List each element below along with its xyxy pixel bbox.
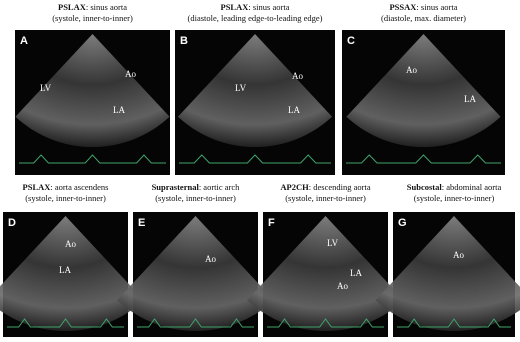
panel-title: Suprasternal: aortic arch xyxy=(152,182,241,192)
panel-letter: F xyxy=(268,217,275,229)
title-bold: Suprasternal xyxy=(152,182,200,192)
title-rest: : aorta ascendens xyxy=(50,182,108,192)
panel-letter: B xyxy=(180,35,188,47)
ecg-trace xyxy=(7,318,124,328)
title-bold: AP2CH xyxy=(280,182,309,192)
anatomy-label: Ao xyxy=(406,65,417,75)
anatomy-label: LA xyxy=(59,265,71,275)
ecg-trace xyxy=(267,318,384,328)
anatomy-label: Ao xyxy=(205,254,216,264)
title-rest: : aortic arch xyxy=(199,182,240,192)
anatomy-label: LA xyxy=(464,94,476,104)
panel-title: PSSAX: sinus aorta xyxy=(389,2,457,12)
panel-subtitle: (systole, inner-to-inner) xyxy=(414,193,495,203)
panel-letter: E xyxy=(138,217,145,229)
panel-letter: D xyxy=(8,217,16,229)
title-bold: PSLAX xyxy=(23,182,52,192)
title-rest: : sinus aorta xyxy=(416,2,457,12)
ultrasound-sector xyxy=(0,216,144,331)
anatomy-label: LA xyxy=(113,105,125,115)
ultrasound-sector xyxy=(117,216,274,331)
anatomy-label: LA xyxy=(350,268,362,278)
anatomy-label: Ao xyxy=(453,250,464,260)
title-rest: : sinus aorta xyxy=(86,2,127,12)
ultrasound-sector xyxy=(15,34,170,148)
title-rest: : sinus aorta xyxy=(248,2,289,12)
panel-letter: G xyxy=(398,217,407,229)
ecg-trace xyxy=(346,154,501,164)
ultrasound-sector xyxy=(247,216,404,331)
panel-subtitle: (diastole, leading edge-to-leading edge) xyxy=(188,13,323,23)
panel-title: Subcostal: abdominal aorta xyxy=(407,182,502,192)
ecg-trace xyxy=(19,154,166,164)
panel-title: PSLAX: aorta ascendens xyxy=(23,182,109,192)
title-bold: PSLAX xyxy=(58,2,87,12)
ultrasound-sector xyxy=(375,216,520,331)
ecg-trace xyxy=(179,154,331,164)
panel-subtitle: (systole, inner-to-inner) xyxy=(52,13,133,23)
panel-letter: A xyxy=(20,35,28,47)
ecg-trace xyxy=(137,318,254,328)
panel-subtitle: (systole, inner-to-inner) xyxy=(25,193,106,203)
anatomy-label: Ao xyxy=(292,71,303,81)
anatomy-label: Ao xyxy=(65,239,76,249)
anatomy-label: LV xyxy=(235,83,247,93)
anatomy-label: Ao xyxy=(125,69,136,79)
panel-title: PSLAX: sinus aorta xyxy=(58,2,127,12)
anatomy-label: LV xyxy=(327,238,339,248)
panel-subtitle: (systole, inner-to-inner) xyxy=(155,193,236,203)
panel-letter: C xyxy=(347,35,355,47)
ecg-trace xyxy=(397,318,511,328)
panel-title: AP2CH: descending aorta xyxy=(280,182,370,192)
anatomy-label: Ao xyxy=(337,281,348,291)
panel-subtitle: (diastole, max. diameter) xyxy=(381,13,466,23)
title-rest: : descending aorta xyxy=(309,182,371,192)
anatomy-label: LV xyxy=(40,83,52,93)
title-bold: PSLAX xyxy=(221,2,250,12)
ultrasound-sector xyxy=(346,34,501,148)
title-bold: Subcostal xyxy=(407,182,443,192)
title-rest: : abdominal aorta xyxy=(442,182,502,192)
ultrasound-sector xyxy=(177,34,333,148)
panel-subtitle: (systole, inner-to-inner) xyxy=(285,193,366,203)
panel-title: PSLAX: sinus aorta xyxy=(221,2,290,12)
anatomy-label: LA xyxy=(288,105,300,115)
title-bold: PSSAX xyxy=(389,2,417,12)
